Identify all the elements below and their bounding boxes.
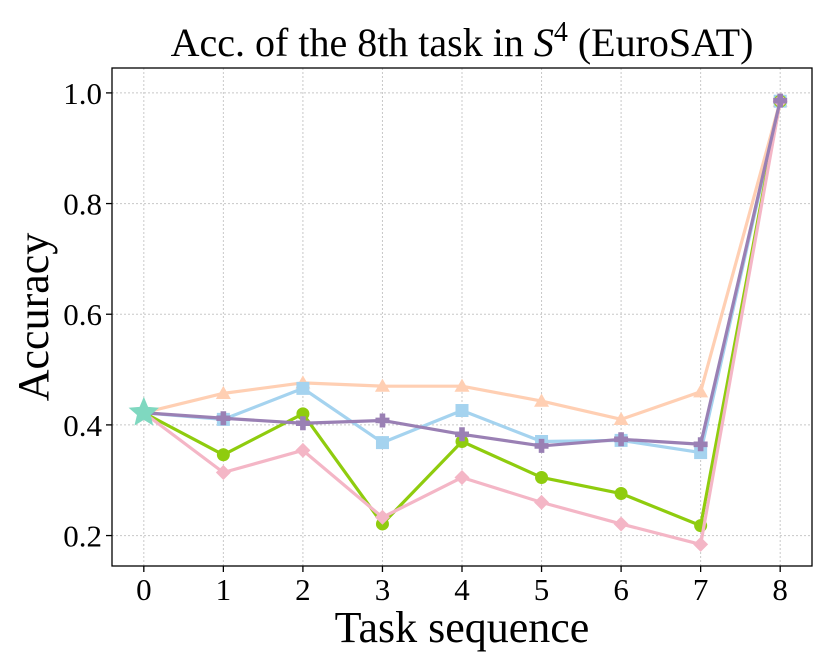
y-tick-label: 0.6	[63, 297, 102, 332]
title-script-symbol: S	[534, 20, 554, 65]
circle-marker	[535, 470, 549, 484]
x-tick-label: 0	[136, 572, 152, 607]
chart-title: Acc. of the 8th task in S4 (EuroSAT)	[171, 17, 754, 66]
x-axis-label: Task sequence	[335, 603, 590, 652]
circle-marker	[455, 435, 469, 448]
triangle-marker	[693, 384, 709, 398]
x-tick-label: 5	[534, 572, 550, 607]
triangle-marker	[454, 378, 470, 392]
x-tick-label: 2	[295, 572, 311, 607]
x-tick-label: 4	[454, 572, 470, 607]
diamond-marker	[693, 536, 709, 552]
square-marker	[375, 436, 389, 450]
x-tick-label: 7	[693, 572, 709, 607]
circle-marker	[296, 407, 310, 421]
square-marker	[455, 404, 469, 418]
y-tick-label: 0.8	[63, 187, 102, 222]
plus-marker	[455, 427, 469, 442]
diamond-marker	[534, 494, 550, 510]
plus-marker	[614, 432, 629, 447]
series-layer	[128, 93, 788, 552]
x-tick-label: 8	[772, 572, 788, 607]
triangle-marker	[613, 411, 629, 425]
plus-marker	[534, 438, 549, 453]
diamond-marker	[215, 464, 231, 480]
title-superscript: 4	[554, 17, 568, 48]
series-square	[143, 94, 787, 460]
square-marker	[296, 381, 310, 395]
series-circle	[143, 94, 787, 533]
plus-marker	[773, 93, 788, 108]
circle-marker	[216, 448, 230, 462]
diamond-marker	[295, 442, 311, 458]
square-marker	[694, 446, 708, 460]
series-diamond	[142, 93, 788, 552]
triangle-marker	[534, 393, 550, 407]
star-marker	[128, 396, 160, 426]
x-tick-label: 6	[613, 572, 629, 607]
diamond-marker	[454, 469, 470, 485]
diamond-marker	[613, 516, 629, 532]
y-tick-label: 1.0	[63, 76, 102, 111]
plus-marker	[375, 413, 390, 428]
diamond-marker	[374, 509, 390, 525]
x-tick-label: 3	[375, 572, 391, 607]
y-tick-label: 0.4	[63, 408, 102, 443]
series-plus	[143, 93, 788, 453]
series-triangle	[143, 93, 788, 425]
tick-layer: 0 1 2 3 4 5 6 7 8 0.2 0.4 0.6 0.8 1.0	[63, 76, 788, 607]
plus-marker	[693, 437, 708, 452]
y-tick-label: 0.2	[63, 519, 102, 554]
grid-layer	[112, 68, 812, 566]
x-tick-label: 1	[216, 572, 232, 607]
triangle-marker	[215, 385, 231, 399]
plus-marker	[216, 411, 231, 426]
plus-marker	[295, 416, 310, 431]
circle-marker	[614, 487, 628, 501]
triangle-marker	[374, 378, 390, 392]
y-axis-label: Accuracy	[9, 233, 58, 402]
